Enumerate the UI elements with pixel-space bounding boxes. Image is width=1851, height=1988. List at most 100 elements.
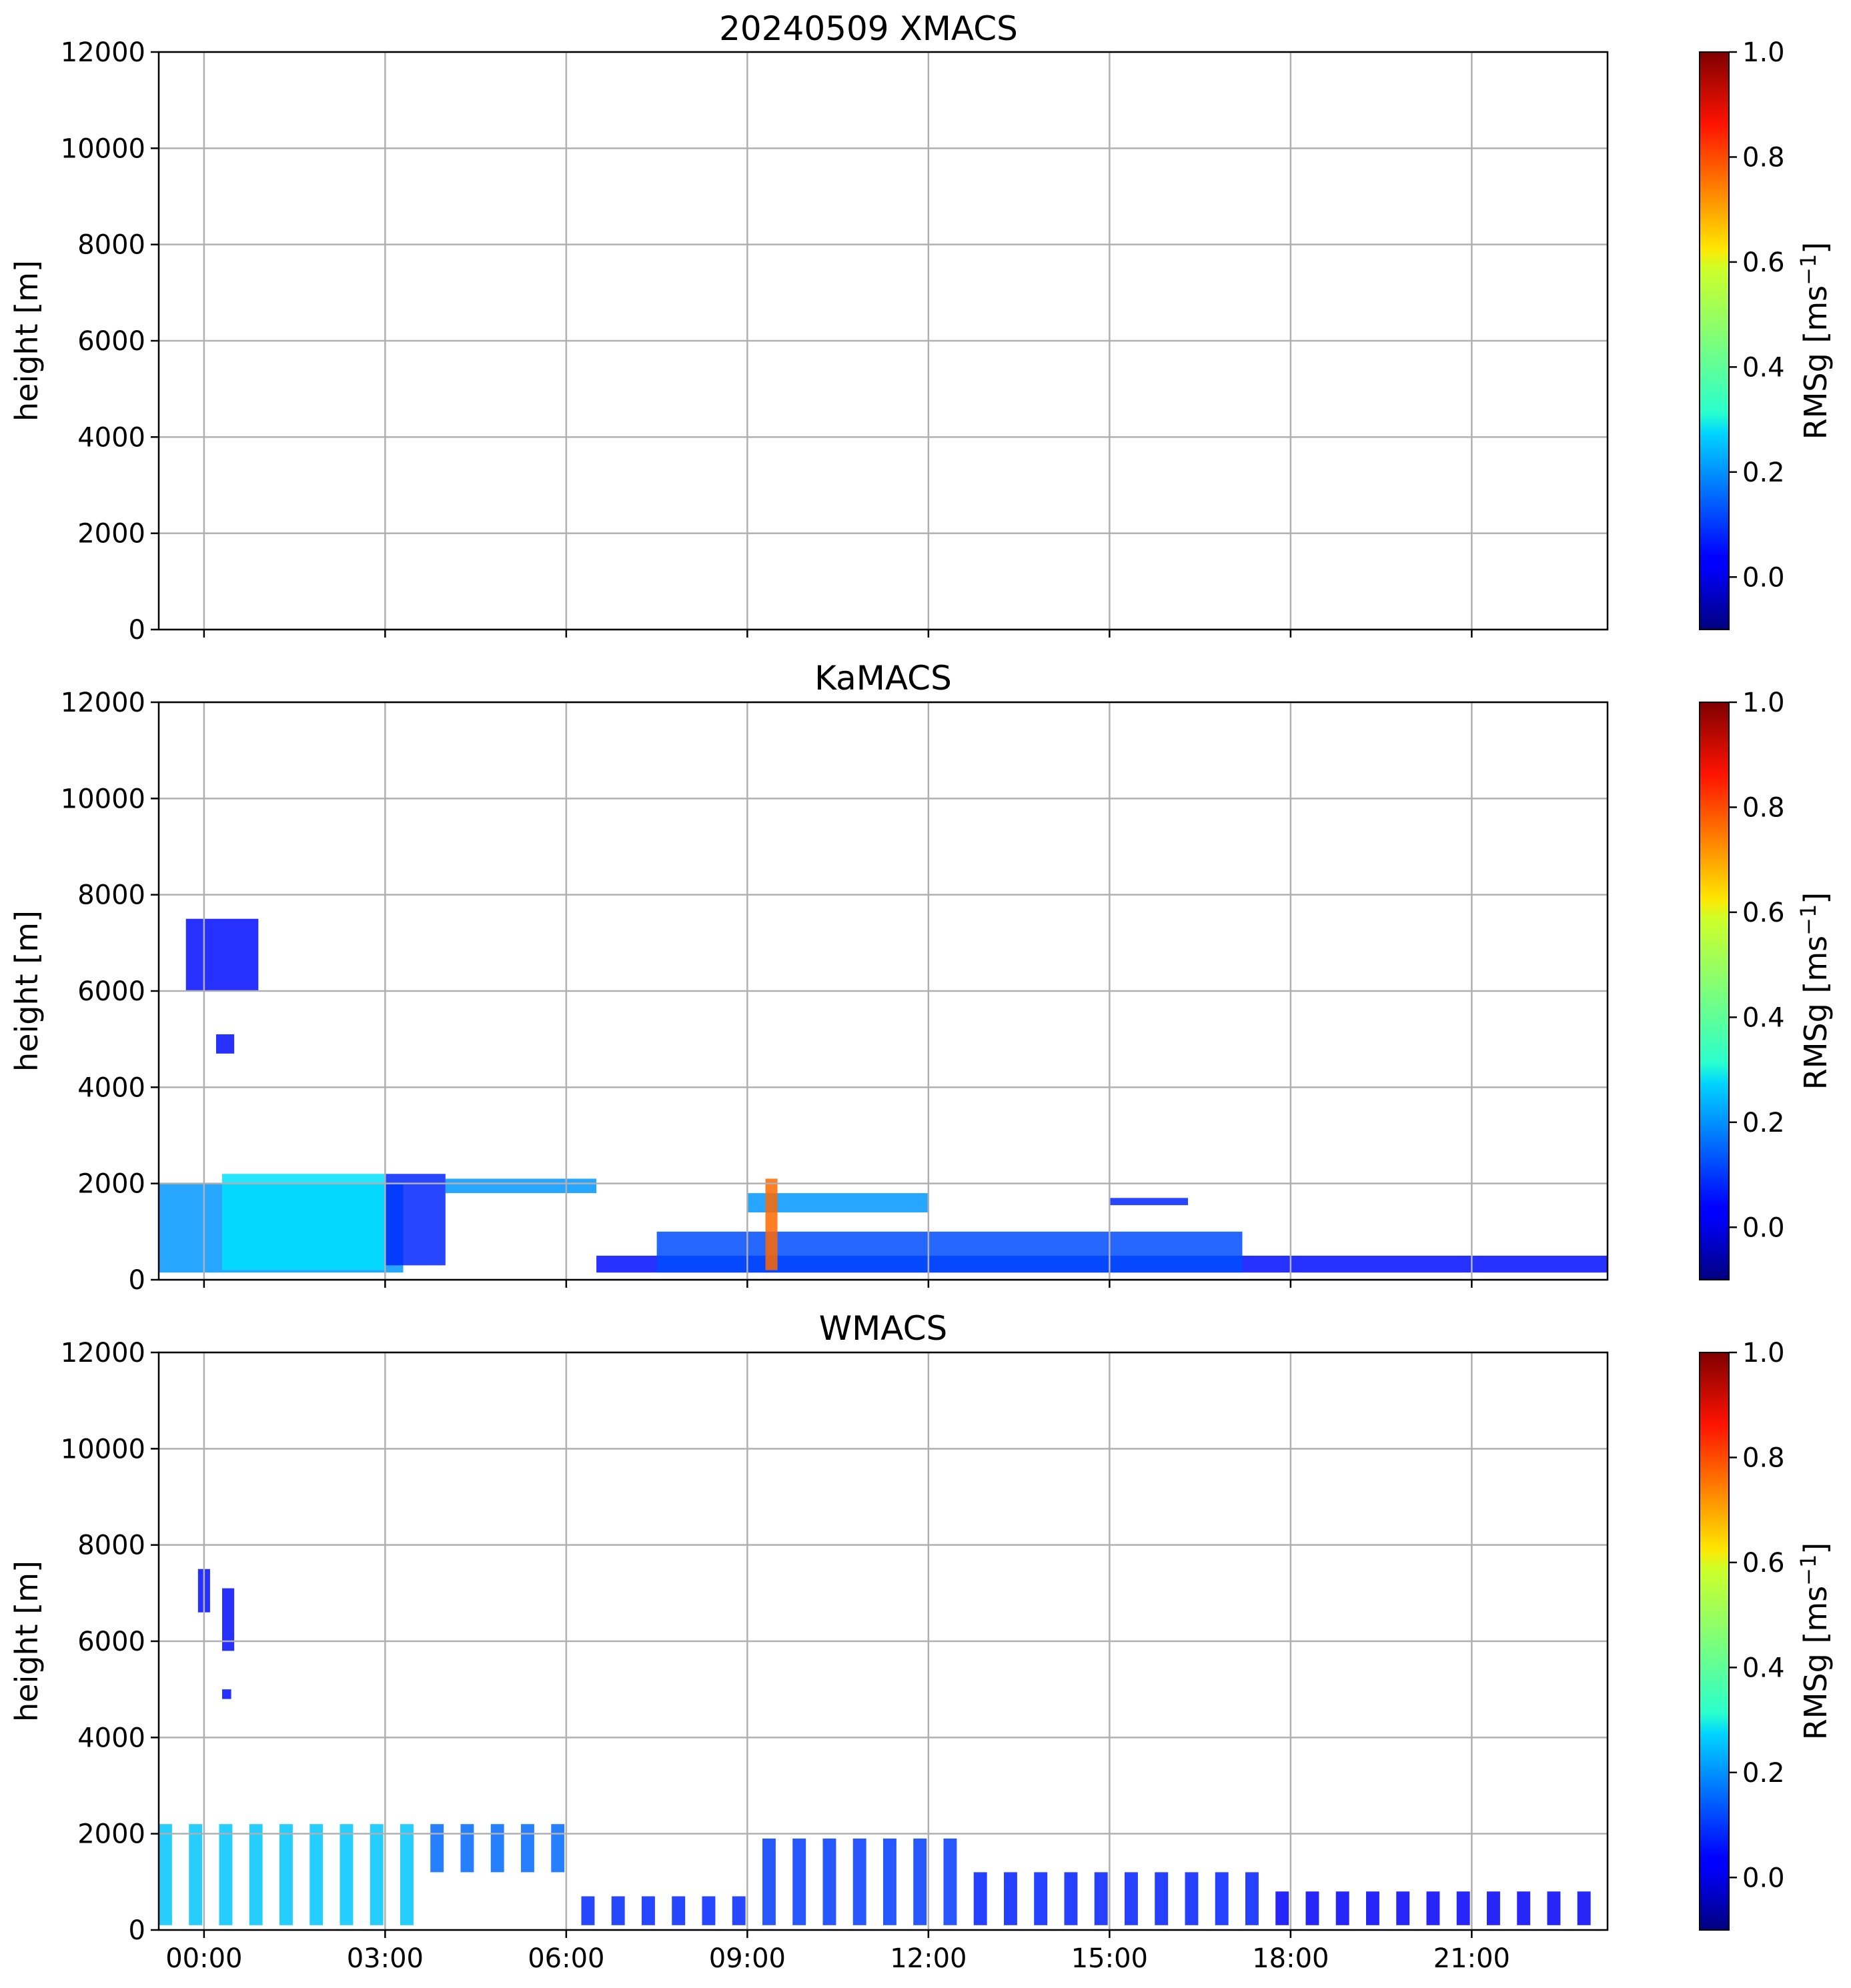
echo-stripe — [551, 1824, 565, 1873]
echo-region — [222, 1689, 231, 1699]
echo-stripe — [219, 1824, 233, 1925]
y-tick-label: 12000 — [61, 688, 145, 718]
y-axis-label: height [m] — [9, 1561, 45, 1722]
echo-stripe — [1245, 1872, 1259, 1925]
colorbar-tick-label: 0.4 — [1742, 1653, 1785, 1683]
colorbar-label: RMSg [ms−1] — [1796, 892, 1834, 1090]
echo-stripe — [1396, 1891, 1410, 1925]
colorbar-tick-label: 1.0 — [1742, 688, 1785, 718]
colorbar-tick-label: 0.6 — [1742, 1548, 1785, 1579]
plot-area — [159, 918, 1608, 1273]
colorbar-ticks: 0.0 0.2 0.4 0.6 0.8 1.0 — [1729, 688, 1785, 1243]
y-tick-label: 10000 — [61, 784, 145, 814]
x-tick-label: 00:00 — [165, 1943, 242, 1974]
panel-xmacs: 20240509 XMACS 0 2000 4000 6000 8000 10000 120… — [9, 9, 1834, 646]
panel-title: 20240509 XMACS — [719, 9, 1018, 48]
echo-stripe — [521, 1824, 534, 1873]
echo-region — [215, 1034, 235, 1054]
echo-stripe — [1517, 1891, 1531, 1925]
echo-stripe — [460, 1824, 474, 1873]
echo-stripe — [702, 1896, 716, 1925]
echo-stripe — [1305, 1891, 1319, 1925]
y-axis-ticks: 0 2000 4000 6000 8000 10000 12000 — [61, 37, 159, 646]
colorbar-tick-label: 0.8 — [1742, 142, 1785, 173]
colorbar-tick-label: 0.0 — [1742, 1863, 1785, 1893]
echo-stripe — [1366, 1891, 1379, 1925]
grid-lines — [159, 51, 1608, 631]
echo-stripe — [581, 1896, 595, 1925]
echo-stripe — [370, 1824, 384, 1925]
echo-stripe — [1034, 1872, 1048, 1925]
y-tick-label: 2000 — [77, 1169, 145, 1200]
y-tick-label: 8000 — [77, 1531, 145, 1561]
echo-stripe — [642, 1896, 655, 1925]
echo-stripe — [672, 1896, 686, 1925]
colorbar — [1699, 702, 1730, 1280]
echo-stripe — [340, 1824, 354, 1925]
x-tick-label: 21:00 — [1433, 1943, 1510, 1974]
y-tick-label: 0 — [129, 615, 145, 646]
echo-stripe — [1275, 1891, 1289, 1925]
echo-stripe — [490, 1824, 504, 1873]
echo-region — [185, 918, 259, 991]
x-tick-label: 18:00 — [1252, 1943, 1329, 1974]
x-tick-label: 15:00 — [1071, 1943, 1148, 1974]
colorbar-tick-label: 0.6 — [1742, 898, 1785, 928]
echo-stripe — [1155, 1872, 1169, 1925]
echo-stripe — [159, 1824, 172, 1925]
echo-region — [765, 1178, 778, 1270]
echo-stripe — [883, 1838, 896, 1925]
echo-stripe — [1547, 1891, 1561, 1925]
colorbar-ticks: 0.0 0.2 0.4 0.6 0.8 1.0 — [1729, 1338, 1785, 1893]
panel-title: KaMACS — [814, 659, 952, 698]
y-tick-label: 12000 — [61, 37, 145, 68]
echo-stripe — [430, 1824, 444, 1873]
echo-stripe — [852, 1838, 866, 1925]
echo-stripe — [279, 1824, 293, 1925]
echo-stripe — [1185, 1872, 1199, 1925]
echo-stripe — [1335, 1891, 1349, 1925]
panel-kamacs: KaMACS 0 2000 4000 6000 8000 10000 12000 heigh… — [9, 659, 1834, 1296]
echo-stripe — [1215, 1872, 1229, 1925]
y-tick-label: 8000 — [77, 230, 145, 261]
colorbar-tick-label: 0.8 — [1742, 792, 1785, 823]
x-axis-ticks — [203, 630, 1473, 638]
y-tick-label: 0 — [129, 1915, 145, 1946]
y-tick-label: 12000 — [61, 1338, 145, 1368]
x-tick-label: 12:00 — [890, 1943, 967, 1974]
y-tick-label: 6000 — [77, 326, 145, 357]
colorbar-tick-label: 0.2 — [1742, 1758, 1785, 1789]
echo-stripe — [611, 1896, 625, 1925]
echo-region — [1109, 1198, 1189, 1206]
echo-stripe — [1094, 1872, 1108, 1925]
echo-region — [222, 1588, 235, 1651]
echo-stripe — [400, 1824, 414, 1925]
colorbar-tick-label: 0.0 — [1742, 562, 1785, 593]
y-tick-label: 4000 — [77, 422, 145, 453]
y-tick-label: 4000 — [77, 1723, 145, 1753]
colorbar-tick-label: 0.0 — [1742, 1212, 1785, 1243]
colorbar — [1699, 51, 1730, 630]
x-axis-ticks: 00:00 03:00 06:00 09:00 12:00 15:00 18:00 21:00 — [165, 1930, 1510, 1974]
y-tick-label: 10000 — [61, 133, 145, 164]
colorbar-tick-label: 1.0 — [1742, 1338, 1785, 1368]
y-tick-label: 6000 — [77, 976, 145, 1007]
y-axis-ticks: 0 2000 4000 6000 8000 10000 12000 — [61, 1338, 159, 1946]
echo-stripe — [943, 1838, 957, 1925]
echo-stripe — [1004, 1872, 1017, 1925]
colorbar-tick-label: 0.4 — [1742, 352, 1785, 383]
echo-region — [445, 1178, 597, 1194]
echo-region — [222, 1174, 386, 1270]
y-tick-label: 4000 — [77, 1072, 145, 1103]
echo-stripe — [1426, 1891, 1440, 1925]
x-tick-label: 03:00 — [347, 1943, 424, 1974]
colorbar-tick-label: 0.2 — [1742, 457, 1785, 488]
echo-stripe — [1125, 1872, 1138, 1925]
colorbar-tick-label: 1.0 — [1742, 37, 1785, 68]
echo-stripe — [1487, 1891, 1500, 1925]
y-tick-label: 0 — [129, 1265, 145, 1296]
echo-stripe — [1456, 1891, 1470, 1925]
echo-stripe — [249, 1824, 263, 1925]
echo-stripe — [732, 1896, 746, 1925]
